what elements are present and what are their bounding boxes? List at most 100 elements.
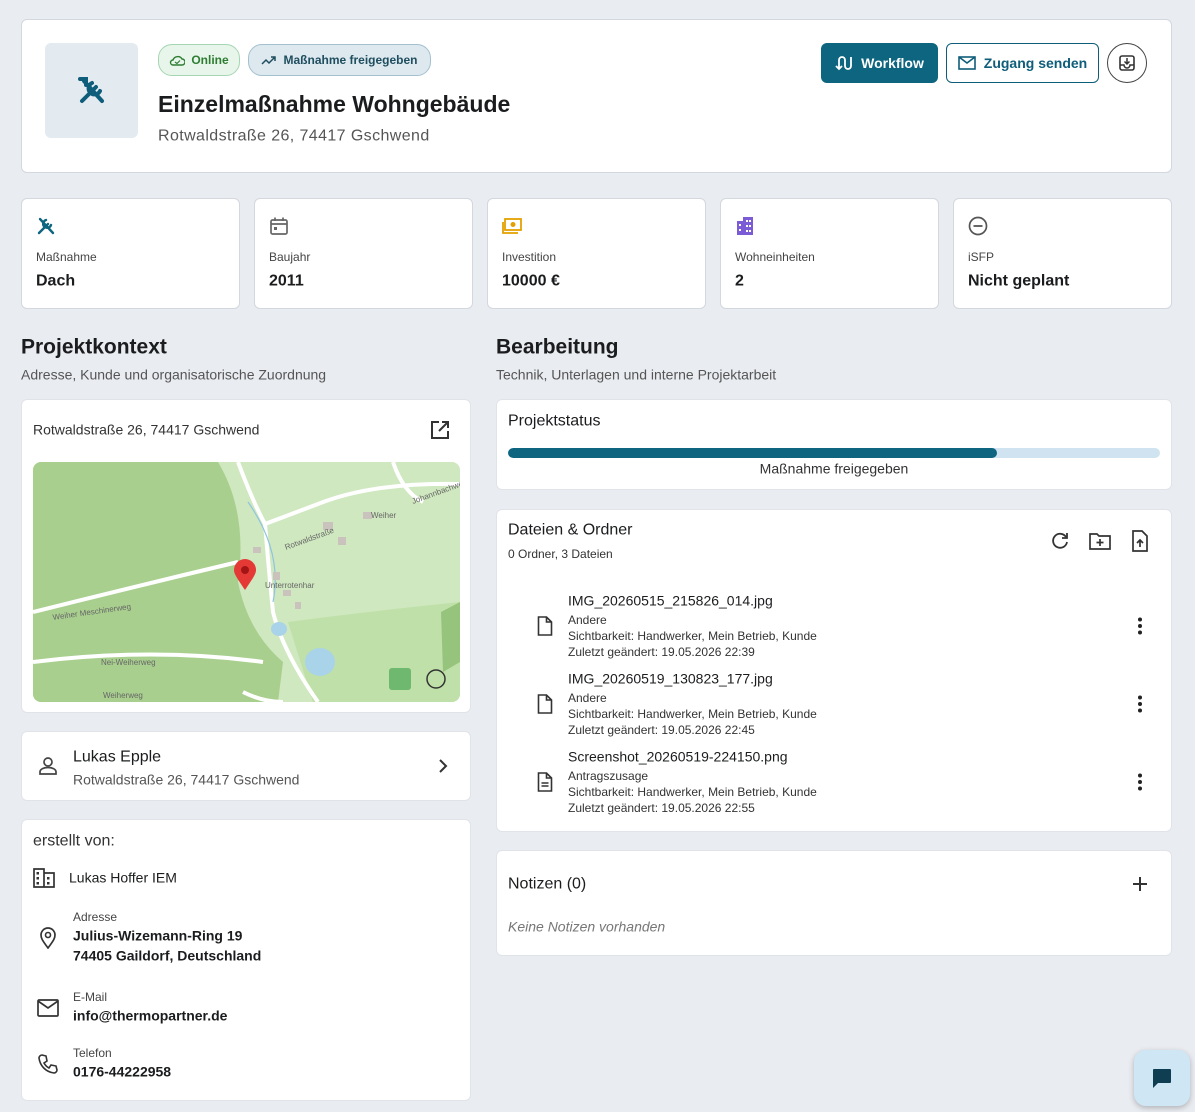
person-icon <box>39 757 57 775</box>
file-visibility: Sichtbarkeit: Handwerker, Mein Betrieb, … <box>568 784 817 799</box>
file-visibility: Sichtbarkeit: Handwerker, Mein Betrieb, … <box>568 628 817 643</box>
forest <box>441 602 460 672</box>
file-category: Andere <box>568 690 607 705</box>
status-card <box>496 399 1172 490</box>
badge-text: Maßnahme freigegeben <box>283 53 418 67</box>
progress-track <box>508 448 1160 458</box>
chat-button[interactable] <box>1134 1050 1190 1106</box>
tools-icon <box>37 217 55 235</box>
stat-label: Wohneinheiten <box>735 249 815 264</box>
file-menu-button[interactable] <box>1130 694 1150 714</box>
file-name[interactable]: Screenshot_20260519-224150.png <box>568 748 788 765</box>
file-category: Antragszusage <box>568 768 649 783</box>
send-access-button[interactable]: Zugang senden <box>946 43 1099 83</box>
info-icon[interactable] <box>426 669 446 689</box>
map-label: Unterrotenhar <box>265 581 315 590</box>
field-value: info@thermopartner.de <box>73 1007 228 1024</box>
file-icon <box>537 772 553 792</box>
workflow-button[interactable]: Workflow <box>821 43 938 83</box>
tools-icon <box>78 77 104 103</box>
map-pin <box>234 559 256 590</box>
field-value: 0176-44222958 <box>73 1063 172 1080</box>
map-label: Nei-Weiherweg <box>101 658 156 667</box>
buildings <box>253 512 372 609</box>
stream <box>247 501 276 603</box>
section-subtitle: Technik, Unterlagen und interne Projekta… <box>496 366 777 383</box>
notes-title: Notizen (0) <box>508 875 587 893</box>
stat-value: 2 <box>735 272 744 290</box>
customer-card[interactable] <box>21 731 471 801</box>
add-note-button[interactable] <box>1132 876 1148 892</box>
status-title: Projektstatus <box>508 412 601 430</box>
stat-card <box>254 198 473 309</box>
file-visibility: Sichtbarkeit: Handwerker, Mein Betrieb, … <box>568 706 817 721</box>
map-address: Rotwaldstraße 26, 74417 Gschwend <box>33 421 260 438</box>
file-menu-button[interactable] <box>1130 616 1150 636</box>
open-external-icon[interactable] <box>430 420 450 440</box>
section-title: Bearbeitung <box>496 335 619 359</box>
creator-card <box>21 819 471 1101</box>
file-modified: Zuletzt geändert: 19.05.2026 22:39 <box>568 644 755 659</box>
field-value: 74405 Gaildorf, Deutschland <box>73 947 262 964</box>
file-icon <box>537 694 553 714</box>
maps-logo <box>389 668 411 690</box>
file-menu-button[interactable] <box>1130 772 1150 792</box>
map-pin-dot <box>241 566 249 574</box>
stat-value: 2011 <box>269 272 304 290</box>
creator-company: Lukas Hoffer IEM <box>69 869 177 886</box>
field-label: E-Mail <box>73 989 108 1004</box>
file-modified: Zuletzt geändert: 19.05.2026 22:45 <box>568 722 755 737</box>
workflow-icon <box>835 56 853 71</box>
more-icon <box>1138 773 1142 791</box>
stat-label: Maßnahme <box>36 249 97 264</box>
stat-card <box>720 198 939 309</box>
notes-card <box>496 850 1172 956</box>
cloud-icon <box>170 55 186 66</box>
stat-label: Baujahr <box>269 249 311 264</box>
phone-icon <box>38 1054 58 1074</box>
stat-label: iSFP <box>968 249 995 264</box>
customer-name: Lukas Epple <box>73 748 162 766</box>
refresh-button[interactable] <box>1050 531 1070 551</box>
project-address: Rotwaldstraße 26, 74417 Gschwend <box>158 127 430 145</box>
archive-icon <box>1119 55 1135 71</box>
map-label: Weiherweg <box>103 691 143 700</box>
new-folder-button[interactable] <box>1089 532 1111 550</box>
button-text: Zugang senden <box>983 55 1088 71</box>
mail-icon <box>957 56 976 70</box>
upload-button[interactable] <box>1131 530 1149 552</box>
file-name[interactable]: IMG_20260519_130823_177.jpg <box>568 670 773 687</box>
files-summary: 0 Ordner, 3 Dateien <box>508 546 613 561</box>
file-modified: Zuletzt geändert: 19.05.2026 22:55 <box>568 800 755 815</box>
progress-fill <box>508 448 997 458</box>
map[interactable]: Rotwaldstraße Johannbachweg Weiher Unter… <box>33 462 460 702</box>
project-title: Einzelmaßnahme Wohngebäude <box>158 91 511 118</box>
chevron-icon <box>439 759 448 773</box>
pond <box>305 648 335 676</box>
location-icon <box>40 927 56 949</box>
badge-text: Online <box>191 53 229 67</box>
files-card <box>496 509 1172 832</box>
file-category: Andere <box>568 612 607 627</box>
field <box>288 602 460 702</box>
more-icon <box>1138 695 1142 713</box>
trend-icon <box>261 56 277 65</box>
button-text: Workflow <box>861 55 924 71</box>
file-name[interactable]: IMG_20260515_215826_014.jpg <box>568 592 773 609</box>
badge-status: Maßnahme freigegeben <box>248 44 431 76</box>
badge-online: Online <box>158 44 240 76</box>
stat-label: Investition <box>502 249 557 264</box>
archive-button[interactable] <box>1107 43 1147 83</box>
calendar-icon <box>270 217 288 235</box>
customer-address: Rotwaldstraße 26, 74417 Gschwend <box>73 771 300 788</box>
notes-empty: Keine Notizen vorhanden <box>508 918 666 935</box>
stat-card <box>487 198 706 309</box>
more-icon <box>1138 617 1142 635</box>
pond <box>271 622 287 636</box>
stat-value: Nicht geplant <box>968 272 1070 290</box>
creator-heading: erstellt von: <box>33 832 115 850</box>
field-value: Julius-Wizemann-Ring 19 <box>73 927 243 944</box>
map-label: Weiher <box>371 511 397 520</box>
